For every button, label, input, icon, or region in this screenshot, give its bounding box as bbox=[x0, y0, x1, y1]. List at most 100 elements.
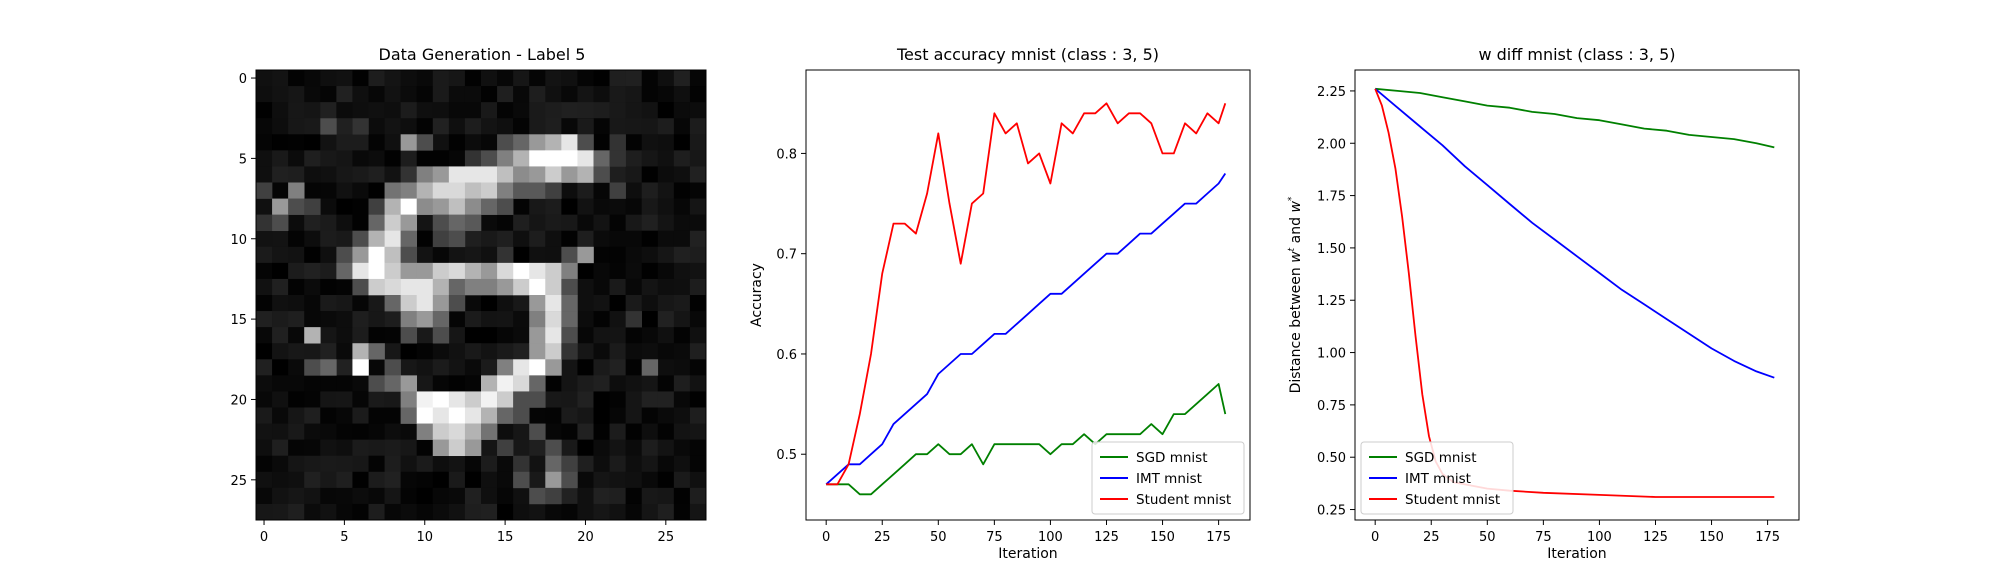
heatmap-pixel bbox=[368, 375, 385, 392]
heatmap-cell bbox=[609, 246, 626, 264]
heatmap-pixel bbox=[497, 134, 514, 151]
heatmap-cell bbox=[593, 295, 610, 312]
heatmap-pixel bbox=[464, 182, 482, 199]
heatmap-cell bbox=[256, 311, 273, 328]
heatmap-pixel bbox=[448, 214, 466, 232]
heatmap-cell bbox=[352, 487, 369, 505]
heatmap-cell bbox=[673, 246, 691, 264]
heatmap-cell bbox=[400, 118, 418, 135]
heatmap-image bbox=[256, 70, 707, 521]
heatmap-pixel bbox=[529, 166, 546, 183]
heatmap-y-tick-label: 10 bbox=[230, 233, 247, 248]
heatmap-cell bbox=[641, 262, 659, 280]
heatmap-cell bbox=[609, 327, 626, 344]
heatmap-cell bbox=[272, 134, 289, 151]
heatmap-pixel bbox=[464, 166, 482, 183]
heatmap-cell bbox=[625, 70, 643, 87]
y-tick-label: 1.25 bbox=[1317, 294, 1346, 309]
heatmap-cell bbox=[384, 118, 401, 135]
heatmap-cell bbox=[641, 86, 659, 103]
heatmap-cell bbox=[561, 102, 578, 119]
heatmap-cell bbox=[304, 246, 321, 264]
heatmap-cell bbox=[625, 295, 643, 312]
heatmap-cell bbox=[320, 102, 337, 119]
heatmap-pixel bbox=[352, 278, 369, 296]
heatmap-cell bbox=[625, 503, 643, 521]
heatmap-cell bbox=[336, 471, 353, 489]
heatmap-cell bbox=[481, 214, 498, 232]
heatmap-cell bbox=[513, 439, 530, 457]
plot-frame bbox=[1354, 69, 1800, 521]
y-tick-label: 2.00 bbox=[1317, 137, 1346, 152]
wdiff-x-label: Iteration bbox=[1547, 546, 1606, 562]
heatmap-cell bbox=[288, 439, 305, 457]
heatmap-cell bbox=[320, 214, 337, 232]
heatmap-cell bbox=[529, 86, 546, 103]
heatmap-cell bbox=[448, 246, 466, 264]
heatmap-cell bbox=[352, 182, 369, 199]
heatmap-cell bbox=[513, 503, 530, 521]
heatmap-pixel bbox=[384, 295, 401, 312]
heatmap-cell bbox=[464, 487, 482, 505]
heatmap-pixel bbox=[384, 230, 401, 248]
heatmap-cell bbox=[416, 455, 434, 473]
heatmap-cell bbox=[448, 150, 466, 167]
heatmap-cell bbox=[288, 359, 305, 376]
heatmap-cell bbox=[384, 407, 401, 424]
heatmap-pixel bbox=[384, 375, 401, 392]
heatmap-cell bbox=[593, 439, 610, 457]
heatmap-cell bbox=[464, 327, 482, 344]
heatmap-cell bbox=[464, 102, 482, 119]
legend-label: IMT mnist bbox=[1405, 471, 1471, 487]
heatmap-cell bbox=[657, 343, 675, 360]
heatmap-cell bbox=[593, 230, 610, 248]
heatmap-pixel bbox=[529, 391, 546, 408]
heatmap-cell bbox=[368, 391, 385, 408]
heatmap-cell bbox=[320, 182, 337, 199]
heatmap-cell bbox=[497, 471, 514, 489]
heatmap-cell bbox=[256, 246, 273, 264]
heatmap-cell bbox=[689, 118, 707, 135]
heatmap-pixel bbox=[368, 198, 385, 215]
heatmap-cell bbox=[272, 295, 289, 312]
heatmap-cell bbox=[513, 214, 530, 232]
heatmap-pixel bbox=[432, 407, 450, 424]
heatmap-cell bbox=[368, 134, 385, 151]
heatmap-cell bbox=[336, 86, 353, 103]
heatmap-cell bbox=[625, 214, 643, 232]
heatmap-cell bbox=[320, 439, 337, 457]
heatmap-pixel bbox=[416, 311, 434, 328]
heatmap-cell bbox=[352, 150, 369, 167]
heatmap-cell bbox=[561, 182, 578, 199]
heatmap-axes: 0 5 10 15 20 25 0 5 10 15 20 25 bbox=[230, 72, 674, 545]
heatmap-pixel bbox=[561, 134, 578, 151]
heatmap-cell bbox=[256, 118, 273, 135]
heatmap-cell bbox=[304, 295, 321, 312]
heatmap-cell bbox=[625, 150, 643, 167]
heatmap-cell bbox=[657, 150, 675, 167]
heatmap-cell bbox=[272, 182, 289, 199]
heatmap-cell bbox=[641, 150, 659, 167]
heatmap-pixel bbox=[400, 407, 418, 424]
heatmap-cell bbox=[336, 295, 353, 312]
heatmap-cell bbox=[609, 343, 626, 360]
heatmap-cell bbox=[673, 182, 691, 199]
heatmap-cell bbox=[577, 503, 594, 521]
heatmap-cell bbox=[368, 455, 385, 473]
heatmap-pixel bbox=[513, 407, 530, 424]
heatmap-pixel bbox=[400, 311, 418, 328]
heatmap-cell bbox=[689, 278, 707, 296]
heatmap-cell bbox=[352, 198, 369, 215]
heatmap-pixel bbox=[416, 278, 434, 296]
heatmap-cell bbox=[481, 86, 498, 103]
heatmap-cell bbox=[320, 86, 337, 103]
heatmap-cell bbox=[561, 230, 578, 248]
heatmap-cell bbox=[288, 118, 305, 135]
heatmap-cell bbox=[593, 102, 610, 119]
heatmap-cell bbox=[577, 391, 594, 408]
heatmap-cell bbox=[256, 391, 273, 408]
heatmap-cell bbox=[464, 343, 482, 360]
heatmap-cell bbox=[288, 246, 305, 264]
heatmap-pixel bbox=[400, 230, 418, 248]
heatmap-cell bbox=[481, 471, 498, 489]
